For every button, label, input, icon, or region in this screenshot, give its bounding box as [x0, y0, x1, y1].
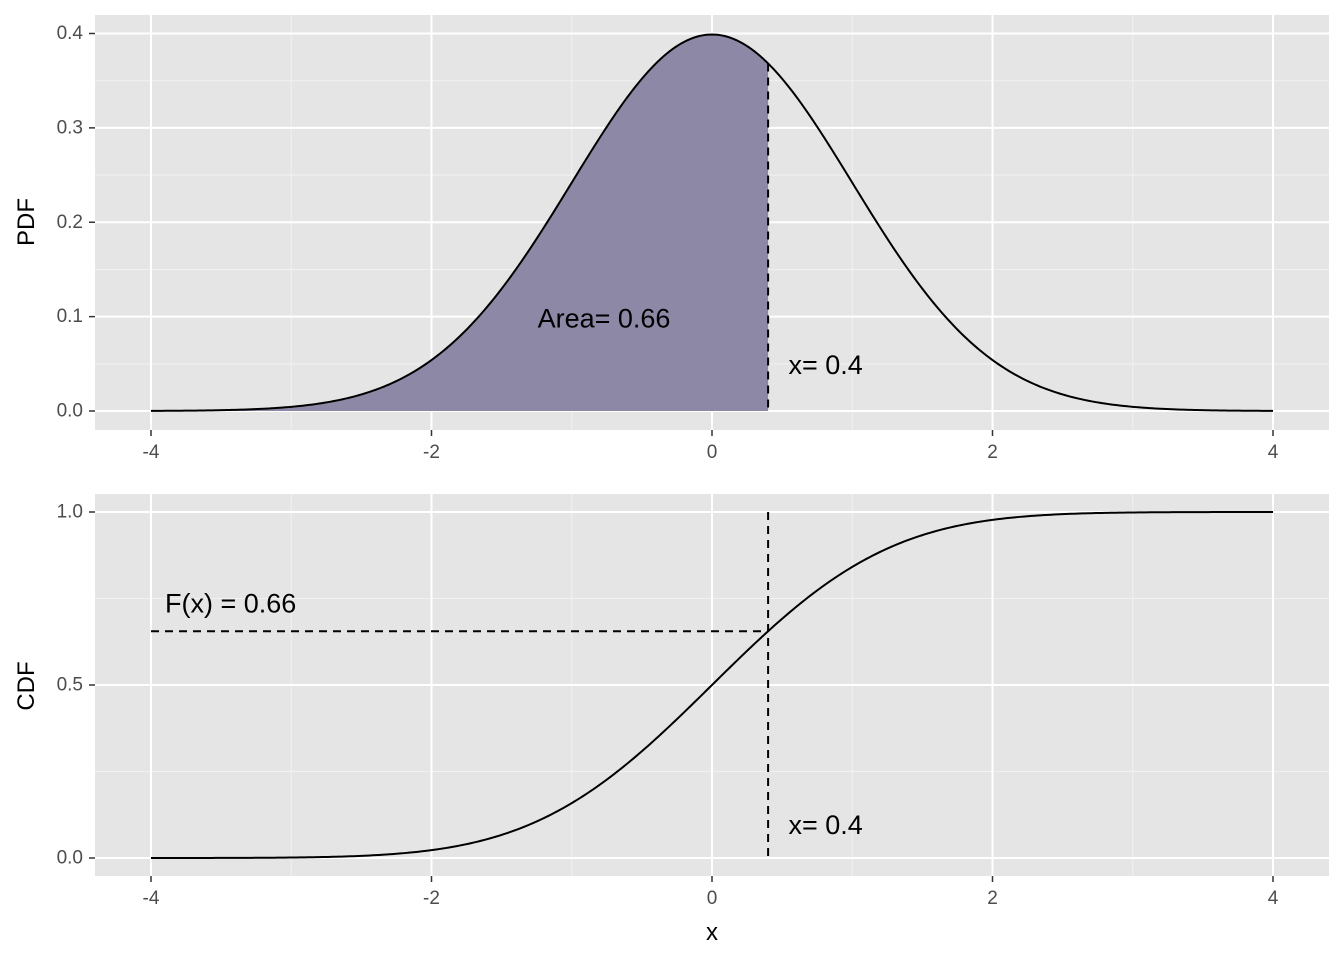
- y-tick-label: 0.1: [57, 306, 83, 327]
- cdf-x-axis: -4 -2 0 2 4: [143, 876, 1279, 909]
- pdf-y-axis: 0.0 0.1 0.2 0.3 0.4: [57, 23, 95, 422]
- y-tick-label: 0.2: [57, 212, 83, 233]
- cdf-y-axis: 0.0 0.5 1.0: [57, 502, 95, 869]
- pdf-shaded-area: [151, 34, 769, 411]
- x-axis-title: x: [706, 919, 718, 946]
- cdf-curve: [151, 511, 1273, 859]
- x-tick-label: 2: [987, 888, 998, 909]
- pdf-curve: [150, 33, 1274, 412]
- pdf-y-axis-title: PDF: [13, 198, 40, 246]
- y-tick-label: 0.4: [57, 23, 84, 44]
- cdf-fx-annotation: F(x) = 0.66: [165, 589, 296, 619]
- x-tick-label: 4: [1268, 888, 1279, 909]
- y-tick-label: 0.5: [57, 675, 83, 696]
- x-tick-label: -4: [143, 442, 160, 463]
- pdf-x-annotation: x= 0.4: [788, 350, 862, 380]
- x-tick-label: -4: [143, 888, 160, 909]
- pdf-area-annotation: Area= 0.66: [538, 304, 671, 334]
- x-tick-label: 0: [707, 442, 718, 463]
- y-tick-label: 0.3: [57, 117, 83, 138]
- x-tick-label: 0: [707, 888, 718, 909]
- cdf-panel: F(x) = 0.66 x= 0.4 0.0 0.5 1.0 -4 -2 0 2 4 CDF…: [13, 494, 1329, 946]
- y-tick-label: 0.0: [57, 401, 83, 422]
- x-tick-label: -2: [423, 888, 440, 909]
- x-tick-label: 4: [1268, 442, 1279, 463]
- cdf-y-axis-title: CDF: [13, 661, 40, 710]
- y-tick-label: 1.0: [57, 502, 83, 523]
- cdf-x-annotation: x= 0.4: [788, 810, 862, 840]
- pdf-panel: Area= 0.66 x= 0.4 0.0 0.1 0.2 0.3 0.4 -4 -2 0 2…: [13, 15, 1329, 463]
- y-tick-label: 0.0: [57, 848, 83, 869]
- pdf-x-axis: -4 -2 0 2 4: [143, 430, 1279, 463]
- x-tick-label: -2: [423, 442, 440, 463]
- x-tick-label: 2: [987, 442, 998, 463]
